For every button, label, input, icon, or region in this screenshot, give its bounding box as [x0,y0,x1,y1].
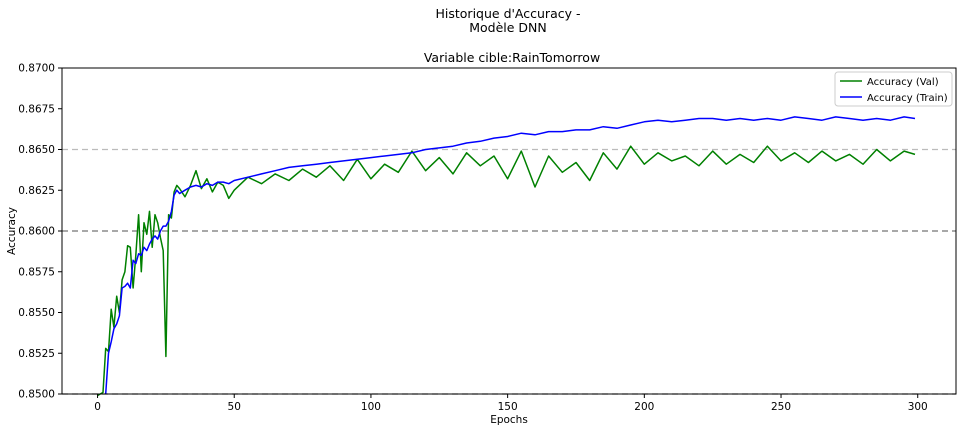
chart-title: Variable cible:RainTomorrow [424,50,600,65]
y-tick-label-8: 0.8700 [18,63,55,75]
x-tick-label-6: 300 [908,401,928,413]
legend-label-train: Accuracy (Train) [867,93,948,104]
x-axis: 0 50 100 150 200 250 300 [94,394,928,413]
y-tick-label-5: 0.8625 [18,185,55,197]
legend-box [834,71,953,107]
x-tick-label-0: 0 [94,401,101,413]
series-group [97,116,916,397]
series-line-0 [97,145,916,397]
x-tick-label-1: 50 [228,401,241,413]
x-tick-label-3: 150 [498,401,518,413]
legend: Accuracy (Val) Accuracy (Train) [834,71,953,107]
x-tick-label-5: 250 [771,401,791,413]
suptitle-line-1: Historique d'Accuracy - [436,6,581,21]
y-tick-label-4: 0.8600 [18,226,55,238]
y-tick-label-0: 0.8500 [18,389,55,401]
x-tick-label-4: 200 [634,401,654,413]
y-tick-label-1: 0.8525 [18,348,55,360]
y-tick-label-3: 0.8575 [18,266,55,278]
y-tick-label-7: 0.8675 [18,103,55,115]
series-line-1 [104,116,916,395]
legend-label-val: Accuracy (Val) [867,77,939,88]
suptitle-line-2: Modèle DNN [469,20,547,35]
y-axis-label: Accuracy [6,207,18,255]
y-tick-label-2: 0.8550 [18,307,55,319]
x-tick-label-2: 100 [361,401,381,413]
y-tick-label-6: 0.8650 [18,144,55,156]
y-axis: 0.8500 0.8525 0.8550 0.8575 0.8600 0.8625 0.86… [18,63,62,401]
x-axis-label: Epochs [490,414,528,426]
